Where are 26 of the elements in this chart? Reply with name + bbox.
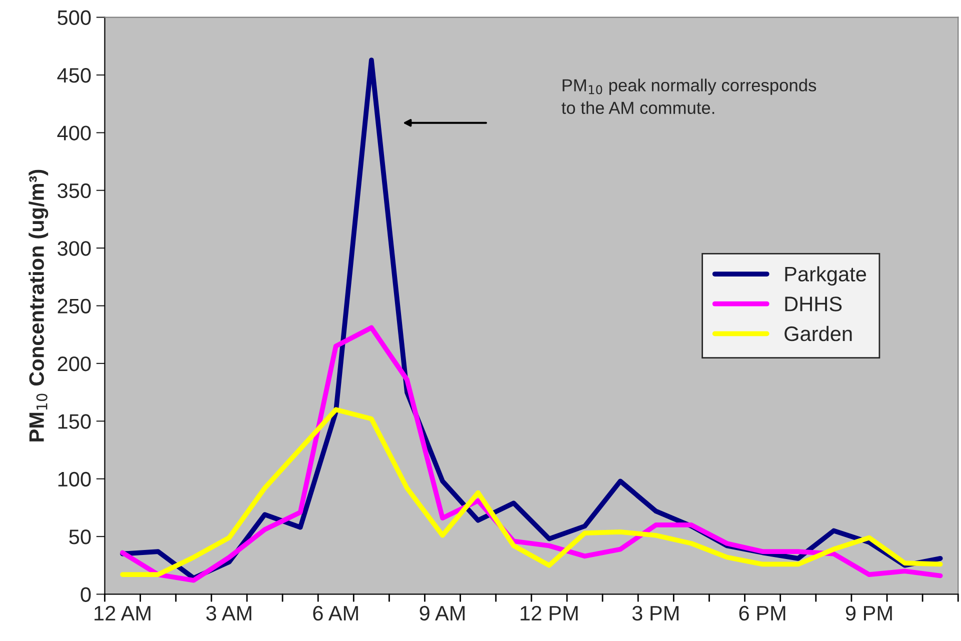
y-tick-label: 200 bbox=[58, 356, 91, 372]
line-series bbox=[120, 407, 943, 578]
line-series bbox=[120, 325, 943, 583]
x-tick-label: 3 AM bbox=[206, 606, 252, 621]
y-tick-label: 500 bbox=[58, 10, 91, 26]
y-tick-label: 50 bbox=[69, 530, 91, 544]
y-axis-title: PM$_{10}$ Concentration (ug/m³) bbox=[28, 170, 48, 442]
y-tick-label: 0 bbox=[80, 587, 91, 602]
y-tick-label: 100 bbox=[58, 472, 91, 487]
legend-label: DHHS bbox=[785, 296, 842, 312]
x-tick-label: 12 AM bbox=[94, 606, 150, 620]
x-tick-label: 3 PM bbox=[632, 606, 678, 621]
y-tick-label: 150 bbox=[58, 414, 91, 429]
y-tick-label: 300 bbox=[58, 241, 91, 256]
y-tick-label: 250 bbox=[58, 298, 91, 314]
legend-label: Garden bbox=[784, 326, 852, 342]
annotation: PM$_{10}$ peak normally corresponds to the AM commute. bbox=[562, 78, 816, 114]
x-tick-label: 9 PM bbox=[846, 606, 892, 621]
y-tick-label: 400 bbox=[57, 126, 91, 140]
y-tick-label: 450 bbox=[57, 68, 91, 83]
x-tick-label: 6 AM bbox=[313, 606, 358, 621]
x-tick-label: 9 AM bbox=[420, 606, 465, 621]
legend-label: Parkgate bbox=[785, 266, 866, 286]
y-tick-label: 350 bbox=[58, 183, 91, 198]
x-tick-label: 12 PM bbox=[520, 606, 578, 620]
x-tick-label: 6 PM bbox=[739, 606, 786, 621]
